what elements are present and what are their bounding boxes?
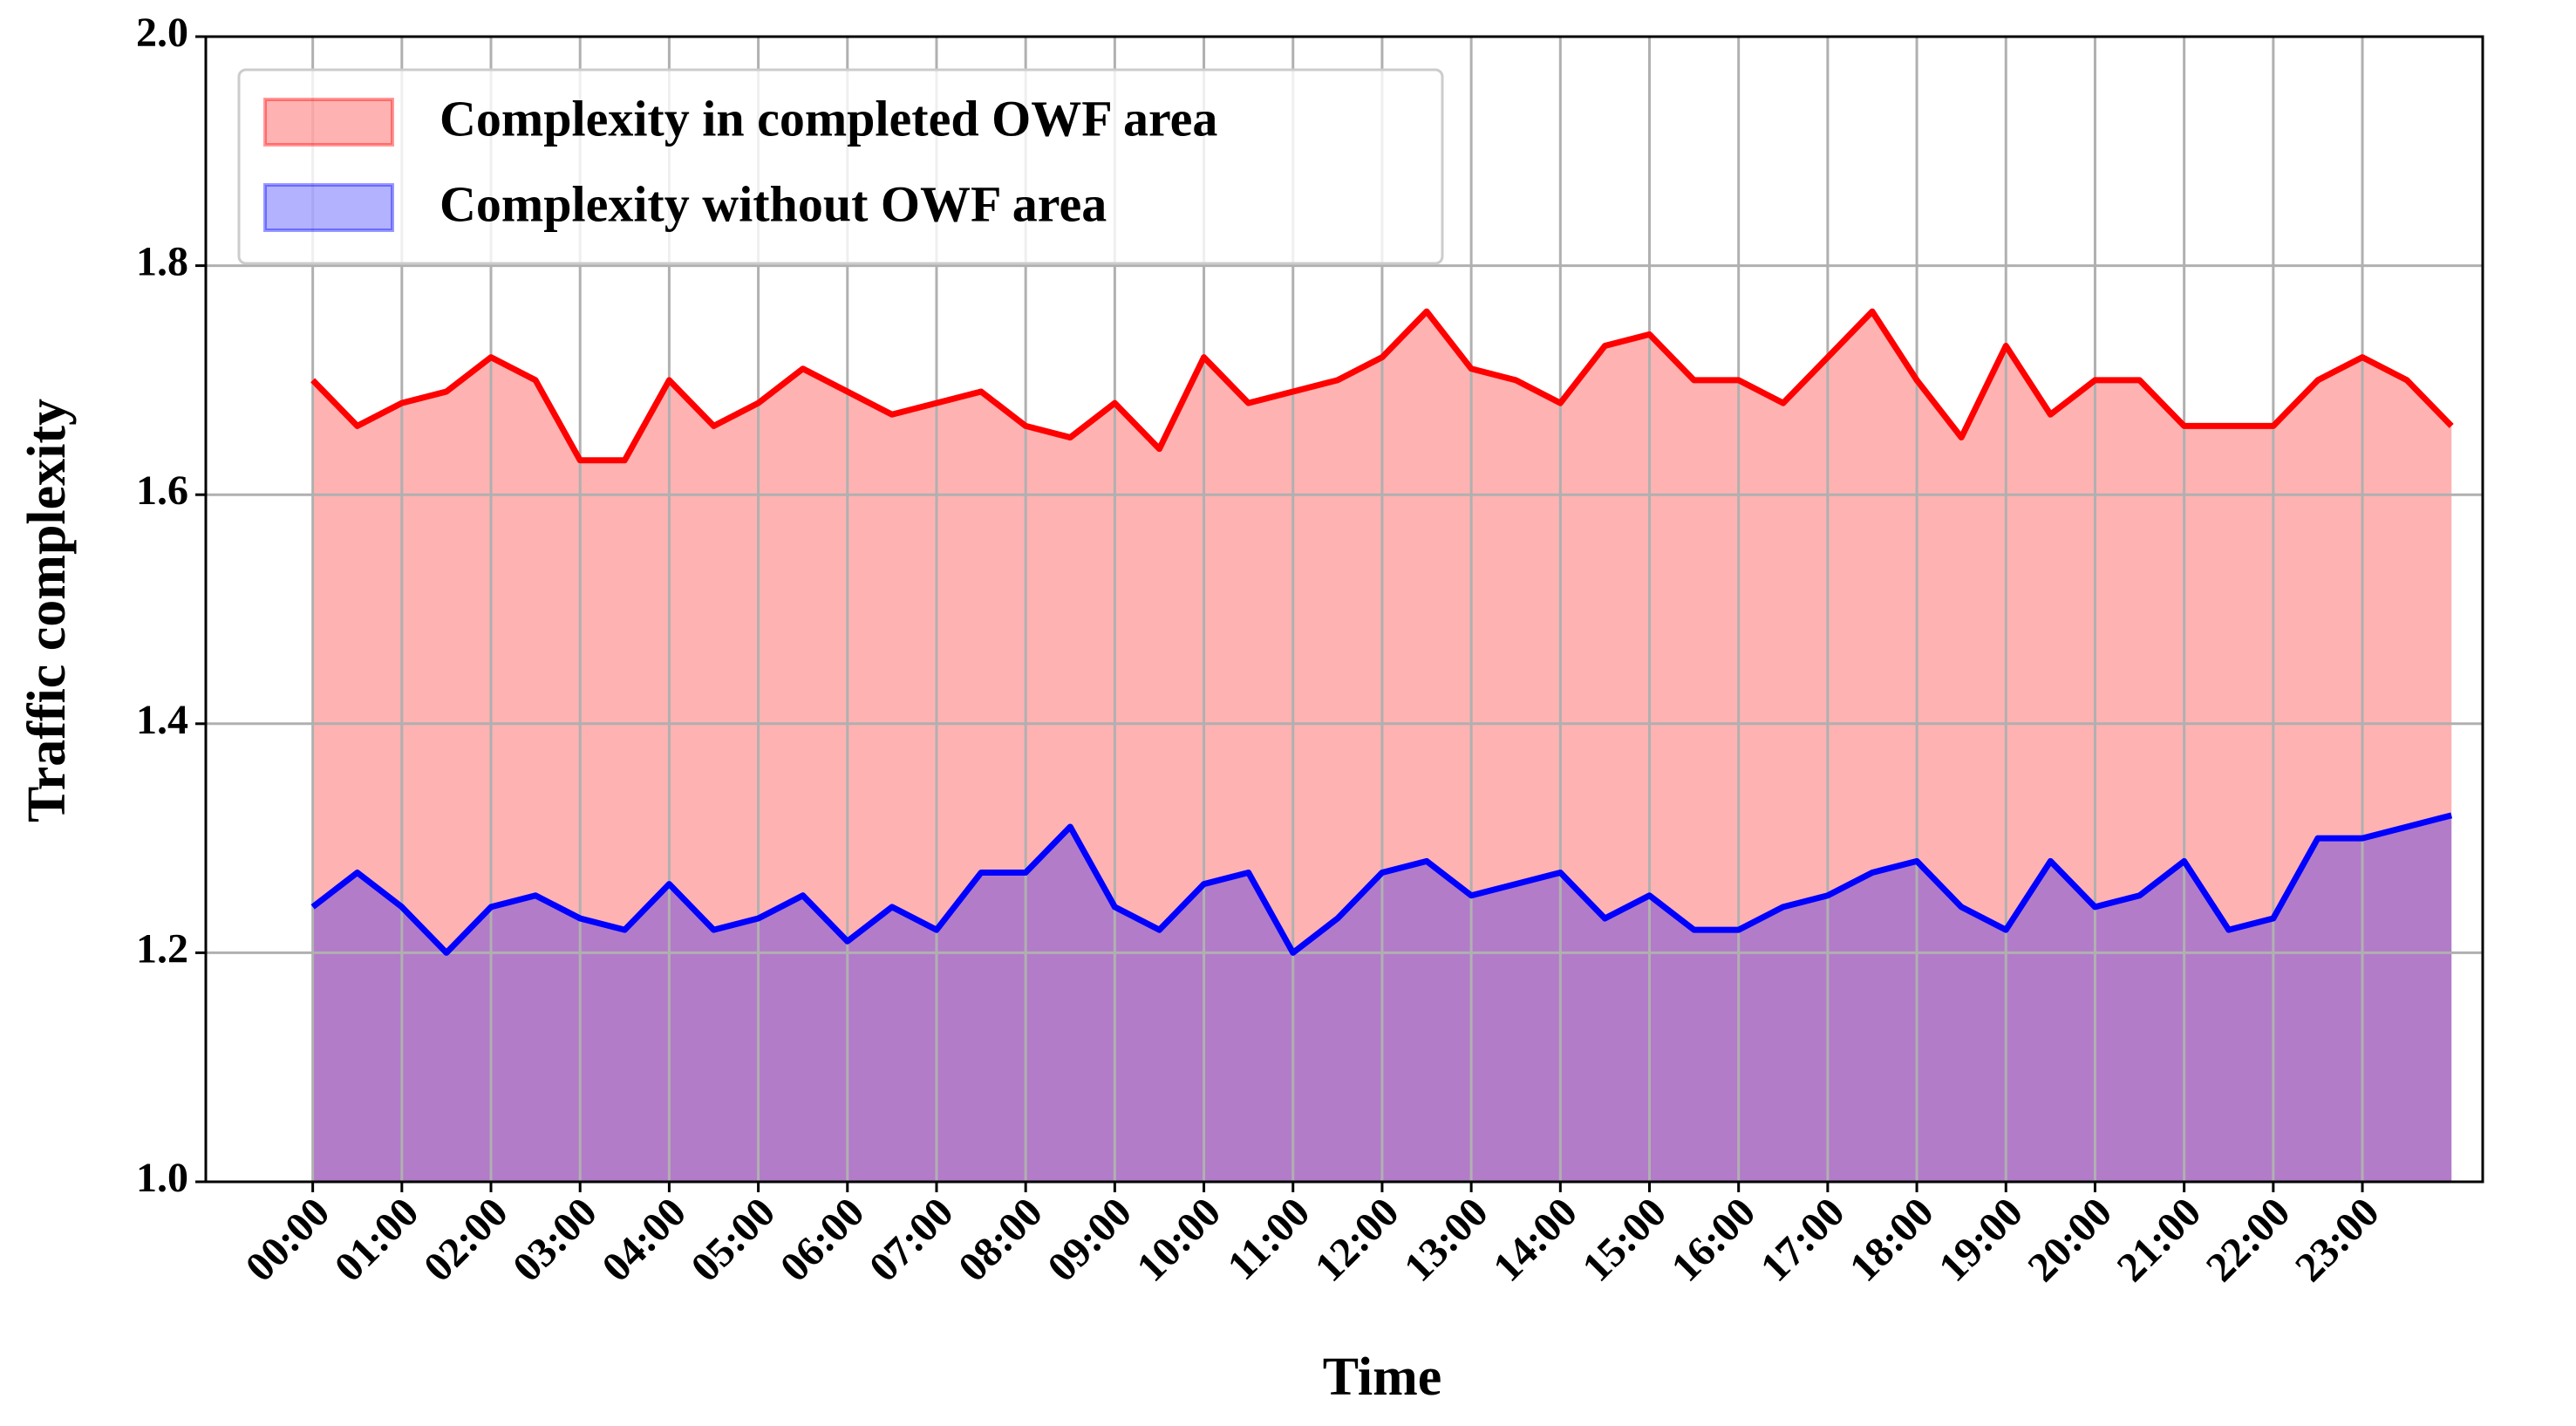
y-tick-label: 1.6: [136, 467, 188, 514]
y-tick-label: 1.4: [136, 697, 188, 743]
legend-label: Complexity without OWF area: [440, 175, 1107, 232]
x-tick-label: 17:00: [1752, 1189, 1854, 1291]
y-tick-label: 1.8: [136, 239, 188, 285]
x-tick-label: 02:00: [415, 1189, 517, 1291]
plot-frame: [204, 35, 2484, 1184]
x-tick-label: 08:00: [950, 1189, 1052, 1291]
x-tick-label: 07:00: [861, 1189, 963, 1291]
x-tick-label: 06:00: [772, 1189, 874, 1291]
x-tick-label: 18:00: [1841, 1189, 1943, 1291]
x-tick-label: 21:00: [2109, 1189, 2211, 1291]
legend-box: [237, 68, 1444, 265]
y-tick-label: 1.2: [136, 925, 188, 972]
x-tick-label: 05:00: [682, 1189, 784, 1291]
x-tick-label: 09:00: [1039, 1189, 1141, 1291]
x-axis-label: Time: [1323, 1348, 1442, 1407]
x-tick-label: 01:00: [326, 1189, 428, 1291]
x-tick-label: 15:00: [1573, 1189, 1675, 1291]
y-axis-label: Traffic complexity: [17, 399, 77, 822]
x-tick-label: 03:00: [504, 1189, 606, 1291]
x-tick-label: 14:00: [1484, 1189, 1586, 1291]
line: [310, 308, 2454, 464]
y-tick-label: 1.0: [136, 1155, 188, 1201]
x-tick-label: 20:00: [2019, 1189, 2121, 1291]
legend-swatch: [263, 183, 394, 232]
x-tick-label: 13:00: [1395, 1189, 1497, 1291]
line: [310, 812, 2453, 956]
x-tick-label: 11:00: [1219, 1189, 1319, 1289]
y-tick-label: 2.0: [136, 10, 188, 56]
x-tick-label: 19:00: [1930, 1189, 2032, 1291]
x-tick-label: 04:00: [593, 1189, 695, 1291]
x-tick-label: 22:00: [2198, 1189, 2300, 1291]
x-tick-label: 00:00: [237, 1189, 339, 1291]
legend-label: Complexity in completed OWF area: [440, 90, 1217, 147]
x-tick-label: 16:00: [1663, 1189, 1765, 1291]
x-tick-label: 23:00: [2286, 1189, 2389, 1291]
legend-swatch: [263, 98, 394, 147]
x-tick-label: 12:00: [1306, 1189, 1408, 1291]
x-tick-label: 10:00: [1128, 1189, 1230, 1291]
